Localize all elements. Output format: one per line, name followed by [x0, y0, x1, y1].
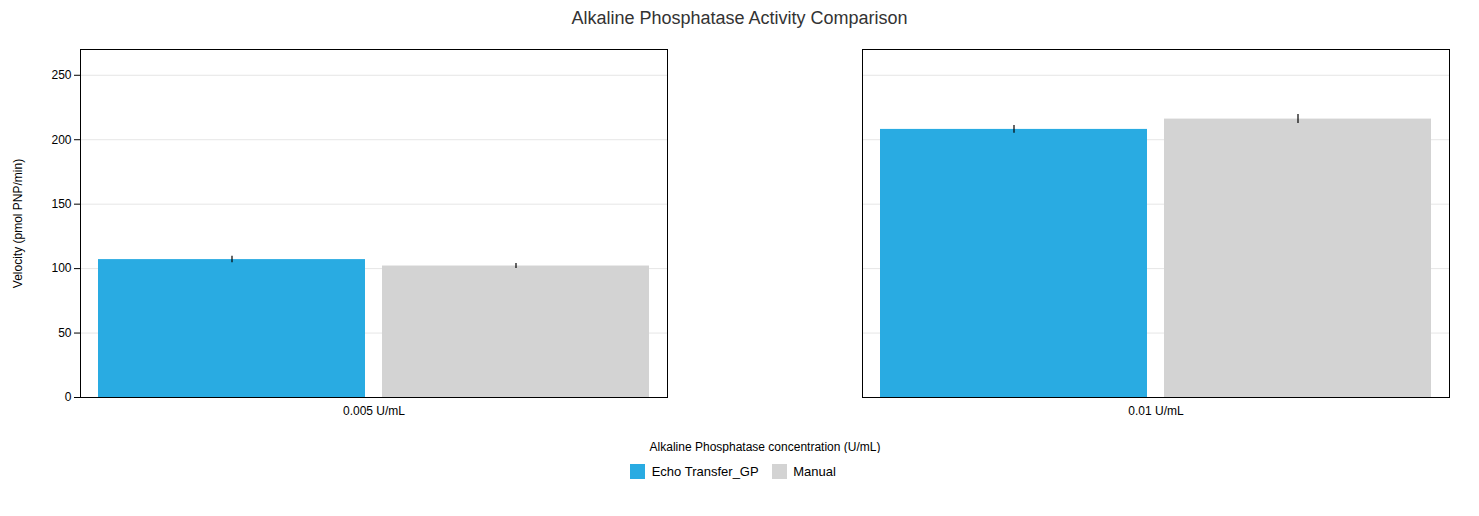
html-text:Echo Transfer_GP: Echo Transfer_GP [651, 464, 759, 479]
svg-text:Velocity (pmol PNP/min): Velocity (pmol PNP/min) [11, 159, 25, 288]
svg-text:0.005 U/mL: 0.005 U/mL [343, 404, 405, 418]
svg-text:100: 100 [51, 261, 71, 275]
svg-text:0.01 U/mL: 0.01 U/mL [1128, 404, 1184, 418]
html-text:Alkaline Phosphatase Activity: Alkaline Phosphatase Activity Comparison [571, 8, 908, 28]
svg-text:0: 0 [65, 390, 72, 404]
svg-text:Alkaline Phosphatase concentra: Alkaline Phosphatase concentration (U/mL… [650, 440, 881, 454]
svg-text:50: 50 [58, 326, 72, 340]
svg-text:250: 250 [51, 68, 71, 82]
svg-text:150: 150 [51, 197, 71, 211]
svg-text:200: 200 [51, 133, 71, 147]
html-text:Manual: Manual [793, 464, 836, 479]
